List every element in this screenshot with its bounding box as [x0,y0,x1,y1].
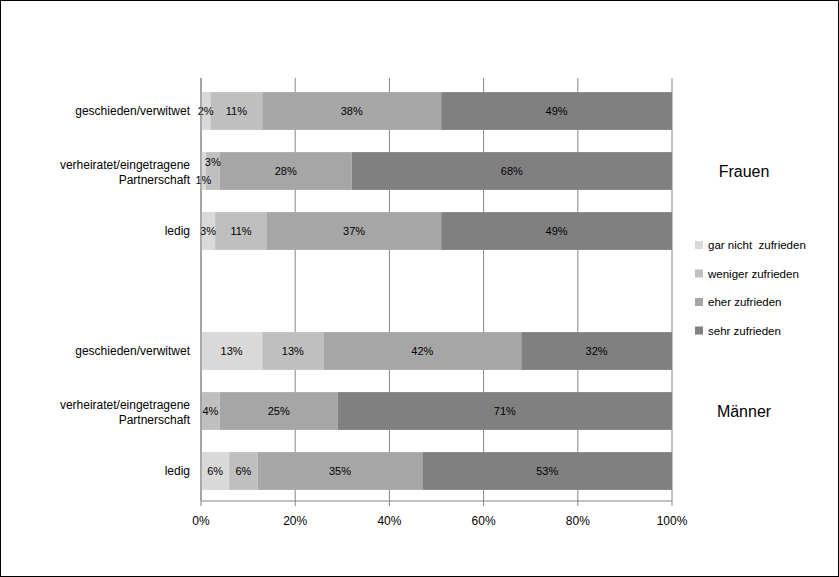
bar-segment [422,452,672,490]
legend-label: eher zufrieden [708,296,782,308]
legend-swatch [695,327,703,335]
data-label: 2% [198,105,214,117]
bar-segment [441,92,672,130]
grid-line [201,78,202,501]
grid-line [295,78,296,501]
legend-label: sehr zufrieden [708,325,781,337]
tick-mark [577,501,578,506]
category-label: geschieden/verwitwet [75,344,190,358]
data-label: 49% [546,105,568,117]
data-label: 25% [268,405,290,417]
data-label: 71% [494,405,516,417]
tick-label: 100% [657,514,688,528]
bar-segment [323,332,521,370]
data-label: 4% [202,405,218,417]
x-axis [201,501,672,502]
chart: 0% 20% 40% 60% 80% 100% 2% 11% 38% 49% 1% 3% 28% 68% 3… [0,0,839,577]
bar-segment [229,452,257,490]
data-label: 68% [501,165,523,177]
bar-segment [215,212,267,250]
tick-mark [672,501,673,506]
category-label: geschieden/verwitwet [75,104,190,118]
data-label: 11% [230,225,251,237]
tick-mark [483,501,484,506]
data-label: 13% [282,345,304,357]
grid-line [577,78,578,501]
grid-line [389,78,390,501]
data-label: 1% [195,174,211,186]
bar-segment [220,392,338,430]
legend: gar nicht zufrieden weniger zufrieden eher… [695,239,806,337]
grid [201,78,672,506]
tick-label: 20% [283,514,307,528]
tick-label: 80% [566,514,590,528]
category-label-line: Partnerschaft [119,413,191,427]
data-label: 6% [207,465,223,477]
legend-label: weniger zufrieden [707,268,799,280]
bars [201,92,672,490]
category-label: verheiratet/eingetragenePartnerschaft [60,158,191,187]
category-label-line: verheiratet/eingetragene [60,398,190,412]
data-label: 32% [586,345,608,357]
bar-segment [338,392,672,430]
legend-swatch [695,241,703,249]
category-label-line: verheiratet/eingetragene [60,158,190,172]
data-label: 11% [226,105,247,117]
bar-segment [262,332,323,370]
data-label: 6% [235,465,251,477]
bar-segment [262,92,441,130]
tick-mark [295,501,296,506]
bar-segment [201,392,220,430]
tick-mark [389,501,390,506]
bar-segment [267,212,441,250]
data-label: 42% [411,345,433,357]
bar-segment [258,452,423,490]
category-label: ledig [165,224,190,238]
legend-swatch [695,298,703,306]
data-labels: 2% 11% 38% 49% 1% 3% 28% 68% 3% 11% 37% 49% 13% 13% 42… [195,105,607,477]
data-label: 35% [329,465,351,477]
data-label: 37% [343,225,365,237]
bar-segment [352,152,672,190]
data-label: 13% [221,345,243,357]
y-axis [201,78,202,501]
tick-label: 0% [192,514,210,528]
background [0,0,839,577]
bar-segment [521,332,672,370]
category-label: verheiratet/eingetragenePartnerschaft [60,398,191,427]
category-label: ledig [165,464,190,478]
legend-label: gar nicht zufrieden [708,239,806,251]
legend-swatch [695,270,703,278]
frame [1,1,839,577]
data-label: 3% [200,225,216,237]
data-label: 49% [546,225,568,237]
data-label: 53% [536,465,558,477]
group-label: Frauen [719,163,770,180]
bar-segment [201,452,229,490]
bar-segment [201,332,262,370]
grid-line [672,78,673,501]
tick-label: 40% [377,514,401,528]
data-label: 38% [341,105,363,117]
tick-label: 60% [472,514,496,528]
group-label: Männer [717,403,772,420]
bar-segment [210,92,262,130]
category-label-line: Partnerschaft [119,173,191,187]
data-label: 3% [205,156,221,168]
tick-mark [201,501,202,506]
data-label: 28% [275,165,297,177]
bar-segment [441,212,672,250]
grid-line [483,78,484,501]
bar-segment [220,152,352,190]
